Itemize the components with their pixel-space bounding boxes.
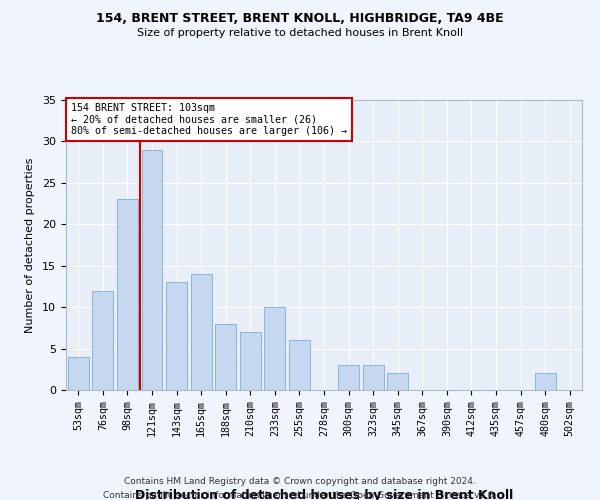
Bar bbox=[338, 365, 359, 390]
Bar bbox=[215, 324, 236, 390]
Y-axis label: Number of detached properties: Number of detached properties bbox=[25, 158, 35, 332]
Bar bbox=[387, 374, 408, 390]
Text: Size of property relative to detached houses in Brent Knoll: Size of property relative to detached ho… bbox=[137, 28, 463, 38]
Bar bbox=[191, 274, 212, 390]
Bar bbox=[289, 340, 310, 390]
Bar bbox=[362, 365, 383, 390]
Text: 154 BRENT STREET: 103sqm
← 20% of detached houses are smaller (26)
80% of semi-d: 154 BRENT STREET: 103sqm ← 20% of detach… bbox=[71, 103, 347, 136]
Bar bbox=[240, 332, 261, 390]
Bar bbox=[535, 374, 556, 390]
X-axis label: Distribution of detached houses by size in Brent Knoll: Distribution of detached houses by size … bbox=[135, 488, 513, 500]
Bar bbox=[68, 357, 89, 390]
Text: 154, BRENT STREET, BRENT KNOLL, HIGHBRIDGE, TA9 4BE: 154, BRENT STREET, BRENT KNOLL, HIGHBRID… bbox=[96, 12, 504, 26]
Text: Contains public sector information licensed under the Open Government Licence v3: Contains public sector information licen… bbox=[103, 491, 497, 500]
Bar bbox=[166, 282, 187, 390]
Bar bbox=[142, 150, 163, 390]
Bar bbox=[265, 307, 286, 390]
Text: Contains HM Land Registry data © Crown copyright and database right 2024.: Contains HM Land Registry data © Crown c… bbox=[124, 478, 476, 486]
Bar bbox=[92, 290, 113, 390]
Bar bbox=[117, 200, 138, 390]
